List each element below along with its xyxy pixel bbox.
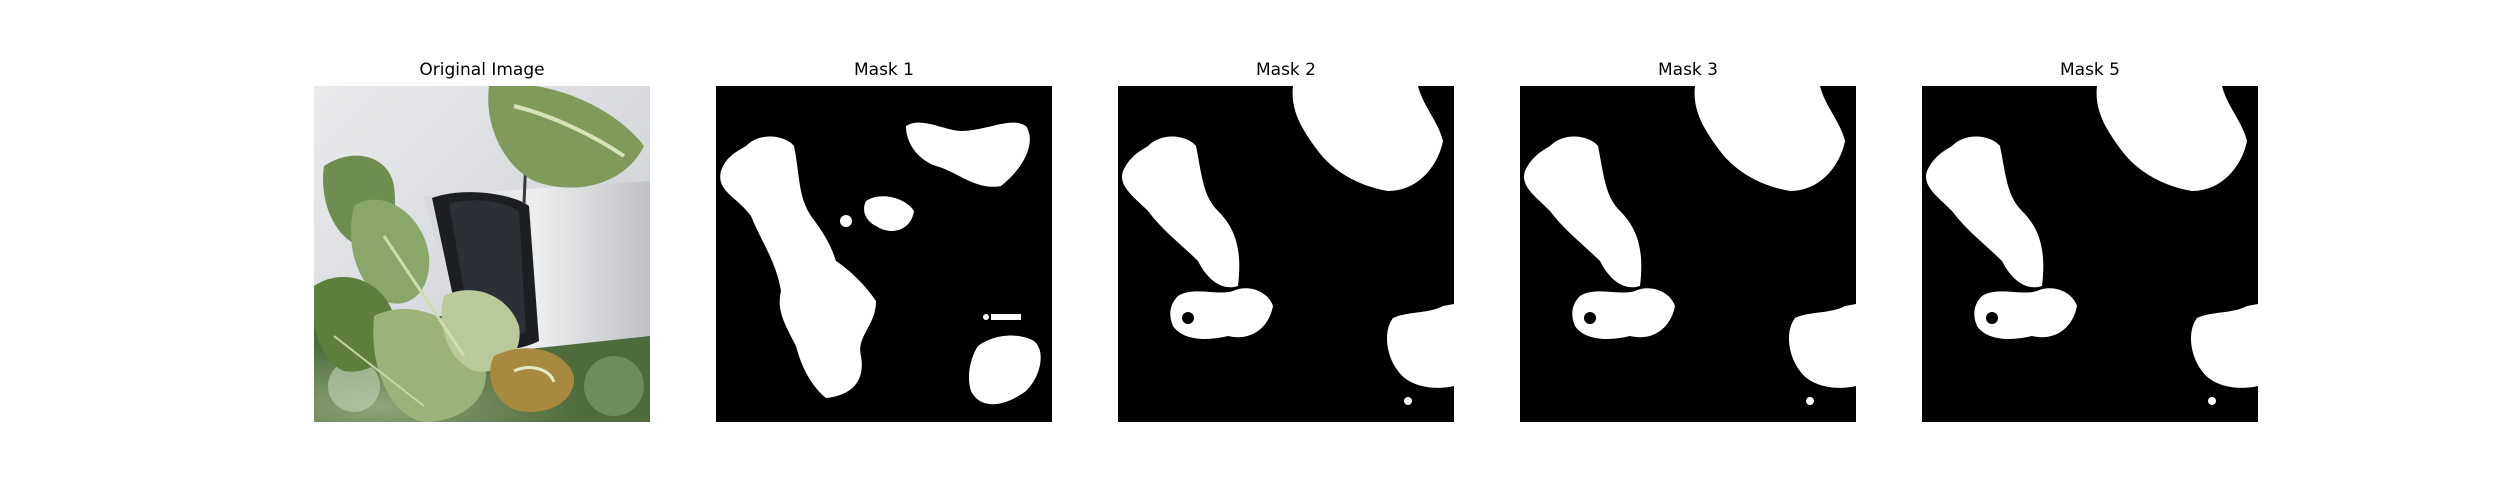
mask-5-image	[1922, 86, 2258, 422]
mask-3-image	[1520, 86, 1856, 422]
original-image	[314, 86, 650, 422]
panel-title-mask-1: Mask 1	[853, 60, 914, 80]
mask-1-panel	[716, 86, 1052, 422]
original-image-panel	[314, 86, 650, 422]
panel-title-original-image: Original Image	[419, 60, 545, 80]
panel-title-mask-2: Mask 2	[1255, 60, 1316, 80]
panel-title-mask-5: Mask 5	[2059, 60, 2120, 80]
mask-2-panel	[1118, 86, 1454, 422]
mask-3-panel	[1520, 86, 1856, 422]
mask-2-image	[1118, 86, 1454, 422]
panel-title-mask-3: Mask 3	[1657, 60, 1718, 80]
mask-5-panel	[1922, 86, 2258, 422]
mask-1-image	[716, 86, 1052, 422]
